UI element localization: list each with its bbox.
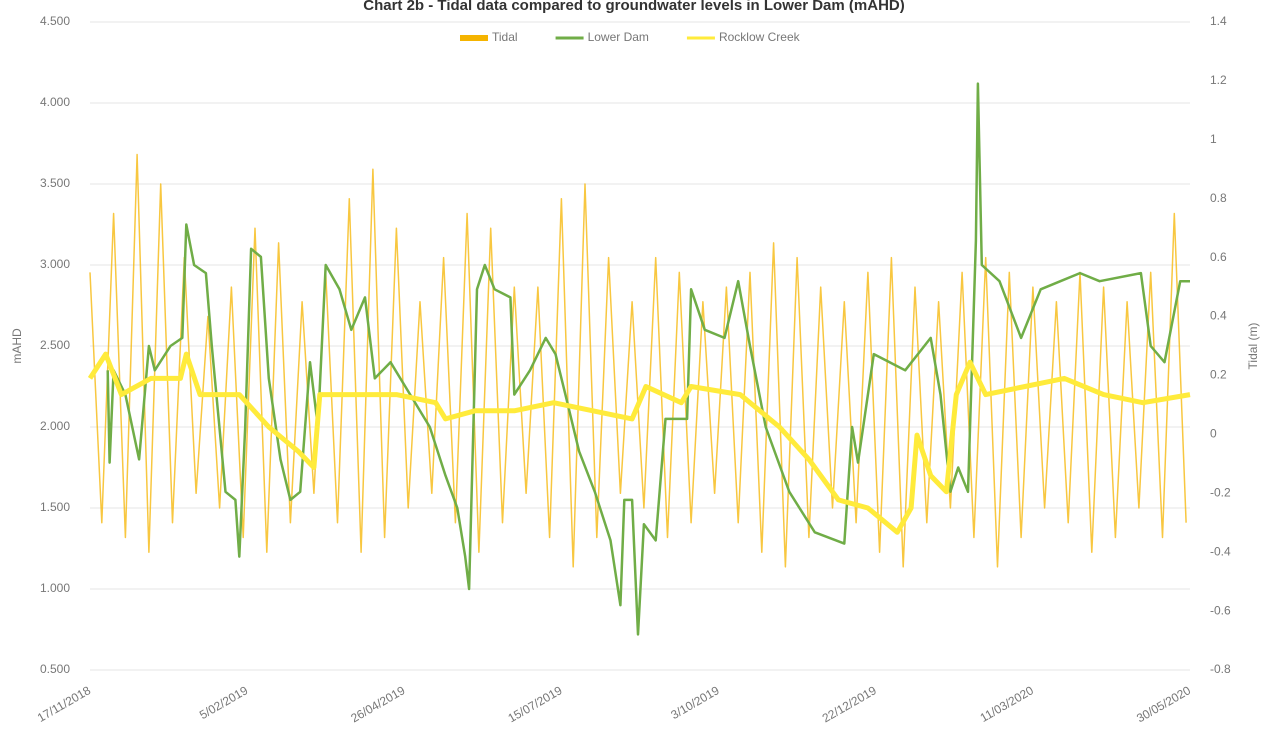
chart-title: Chart 2b - Tidal data compared to ground… [363,0,904,14]
x-tick-label: 11/03/2020 [978,683,1037,725]
y2-axis-label: Tidal (m) [1246,323,1260,370]
y-tick-label: 2.000 [40,419,70,433]
y2-tick-label: -0.2 [1210,485,1231,499]
x-tick-label: 30/05/2020 [1134,683,1193,725]
x-tick-label: 17/11/2018 [35,683,94,725]
y2-tick-label: 0 [1210,427,1217,441]
y-tick-label: 0.500 [40,662,70,676]
y-tick-label: 3.500 [40,176,70,190]
y2-tick-label: -0.4 [1210,544,1231,558]
series-line [89,153,1187,568]
y2-tick-label: -0.6 [1210,603,1231,617]
y2-tick-label: 0.4 [1210,309,1227,323]
y-tick-label: 1.500 [40,500,70,514]
x-tick-label: 15/07/2019 [505,683,564,725]
y-tick-label: 3.000 [40,257,70,271]
y2-tick-label: 1 [1210,132,1217,146]
series-line [87,351,1191,535]
y2-tick-label: 0.8 [1210,191,1227,205]
y-tick-label: 2.500 [40,338,70,352]
x-tick-label: 26/04/2019 [348,683,407,725]
y2-tick-label: 1.2 [1210,73,1227,87]
legend-label: Rocklow Creek [719,30,801,44]
x-tick-label: 22/12/2019 [820,683,879,725]
y2-tick-label: -0.8 [1210,662,1231,676]
y2-tick-label: 0.2 [1210,368,1227,382]
y-tick-label: 4.500 [40,14,70,28]
series-line [106,82,1190,636]
legend-label: Lower Dam [588,30,649,44]
x-tick-label: 5/02/2019 [197,683,251,722]
y-axis-label: mAHD [10,328,24,364]
y-tick-label: 4.000 [40,95,70,109]
y2-tick-label: 0.6 [1210,250,1227,264]
y2-tick-label: 1.4 [1210,14,1227,28]
legend-label: Tidal [492,30,518,44]
x-tick-label: 3/10/2019 [668,683,722,722]
y-tick-label: 1.000 [40,581,70,595]
